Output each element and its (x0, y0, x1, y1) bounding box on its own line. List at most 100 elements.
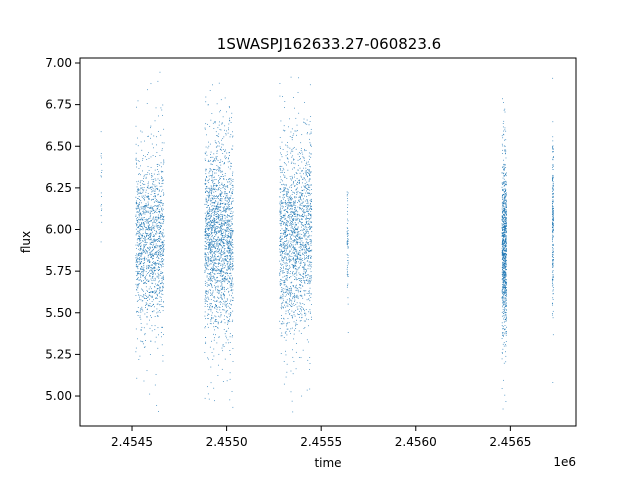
data-point (284, 234, 286, 236)
data-point (307, 206, 309, 208)
data-point (308, 124, 310, 126)
data-point (225, 195, 227, 197)
data-point (151, 311, 153, 313)
data-point (219, 239, 221, 241)
data-point (229, 269, 231, 271)
data-point (279, 210, 281, 212)
data-point (150, 212, 151, 214)
data-point (297, 181, 298, 183)
data-point (212, 269, 213, 270)
data-point (309, 218, 311, 219)
data-point (217, 150, 218, 152)
data-point (281, 297, 283, 298)
data-point (162, 233, 164, 235)
data-point (229, 248, 230, 249)
data-point (140, 262, 142, 264)
data-point (285, 302, 287, 304)
data-point (142, 234, 143, 236)
data-point (279, 95, 281, 97)
data-point (223, 224, 225, 226)
data-point (346, 242, 348, 244)
data-point (147, 223, 149, 224)
data-point (291, 223, 293, 225)
data-point (231, 245, 233, 247)
data-point (215, 200, 216, 202)
data-point (162, 285, 163, 287)
data-point (295, 260, 296, 261)
data-point (157, 245, 159, 247)
data-point (219, 214, 220, 216)
data-point (217, 135, 219, 137)
data-point (135, 266, 137, 268)
data-point (281, 257, 283, 259)
data-point (228, 233, 230, 234)
data-point (287, 305, 289, 307)
data-point (162, 241, 163, 243)
data-point (292, 244, 294, 246)
data-point (154, 286, 156, 288)
data-point (147, 186, 149, 188)
data-point (216, 305, 217, 307)
data-point (219, 225, 221, 227)
data-point (289, 292, 290, 294)
data-point (283, 189, 285, 190)
data-point (302, 242, 304, 243)
data-point (295, 325, 296, 327)
data-point (206, 300, 208, 302)
data-point (210, 163, 212, 165)
data-point (231, 391, 233, 392)
data-point (291, 232, 293, 233)
data-point (138, 203, 140, 205)
data-point (208, 213, 210, 215)
data-point (144, 242, 146, 243)
data-point (288, 245, 290, 247)
data-point (279, 211, 281, 213)
data-point (223, 185, 225, 187)
data-point (285, 292, 287, 294)
data-point (220, 219, 222, 221)
data-point (211, 205, 213, 207)
data-point (224, 208, 226, 210)
data-point (295, 296, 297, 298)
data-point (217, 375, 219, 376)
data-point (296, 173, 298, 175)
data-point (293, 338, 295, 340)
data-point (209, 90, 211, 91)
data-point (144, 259, 146, 261)
data-point (205, 160, 206, 161)
data-point (159, 280, 160, 282)
data-point (209, 258, 211, 259)
data-point (214, 269, 216, 271)
data-point (208, 314, 210, 315)
data-point (143, 181, 145, 182)
data-point (154, 270, 155, 272)
data-point (159, 286, 161, 288)
data-point (212, 226, 213, 228)
data-point (299, 302, 301, 304)
data-point (296, 296, 298, 298)
data-point (223, 209, 224, 211)
data-point (146, 218, 148, 220)
data-point (215, 289, 216, 291)
data-point (211, 267, 212, 269)
data-point (206, 276, 208, 278)
data-point (295, 285, 297, 287)
data-point (142, 190, 144, 192)
data-point (228, 236, 230, 238)
data-point (210, 227, 212, 229)
data-point (304, 179, 306, 181)
data-point (281, 250, 283, 252)
data-point (303, 212, 305, 214)
data-point (143, 224, 145, 226)
data-point (150, 127, 151, 129)
data-point (294, 266, 296, 268)
data-point (147, 184, 149, 186)
data-point (295, 239, 297, 240)
data-point (294, 174, 296, 176)
data-point (148, 260, 150, 262)
data-point (292, 216, 294, 217)
data-point (211, 340, 212, 342)
data-point (205, 230, 207, 232)
data-point (146, 267, 147, 269)
data-point (208, 253, 209, 255)
